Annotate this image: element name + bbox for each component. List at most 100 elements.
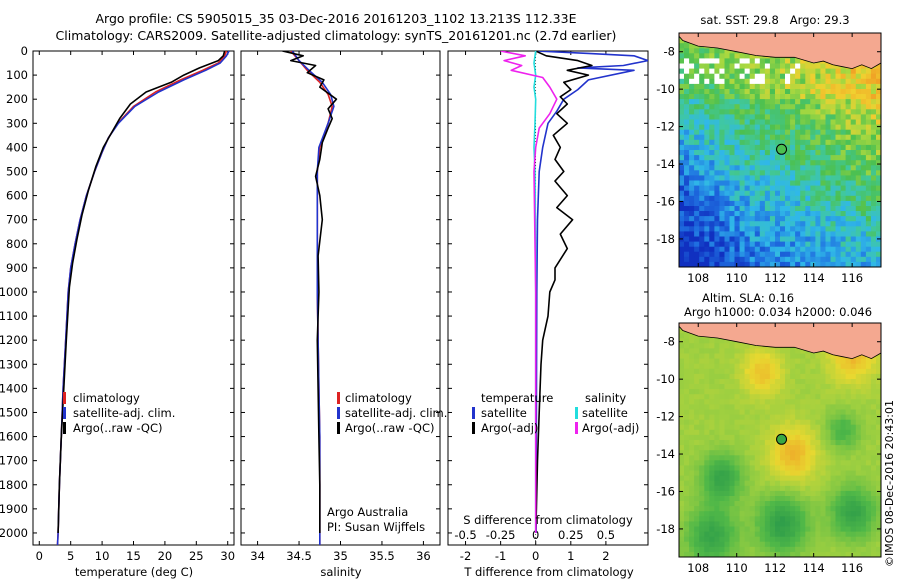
sla-cell [805, 551, 811, 557]
sst-cell [830, 78, 836, 85]
sst-cell [679, 48, 685, 54]
sla-cell [729, 470, 735, 476]
sla-cell [764, 490, 771, 497]
sst-cell [780, 114, 786, 120]
sla-cell [830, 445, 836, 451]
sla-cell [714, 424, 720, 431]
sst-cell [870, 129, 877, 136]
sla-cell [810, 440, 816, 446]
sst-cell [800, 256, 806, 263]
sla-cell [689, 475, 695, 482]
sla-cell [684, 516, 690, 522]
sst-cell [724, 241, 730, 248]
sla-cell [870, 536, 877, 543]
sla-cell [684, 373, 690, 380]
legend-label-satellite: satellite-adj. clim. [73, 406, 175, 420]
y-tick-label: 1200 [0, 333, 28, 347]
sla-cell [754, 551, 761, 557]
sla-cell [769, 455, 776, 461]
sst-cell [689, 211, 695, 217]
sst-cell [729, 89, 735, 95]
sla-cell [845, 546, 852, 553]
sst-cell [855, 150, 862, 156]
sst-cell [679, 83, 685, 90]
sst-cell [840, 104, 847, 110]
sst-cell [815, 211, 821, 217]
sst-cell [764, 109, 771, 115]
sst-cell [800, 251, 806, 258]
sst-cell [724, 150, 730, 156]
sst-cell [749, 73, 756, 80]
sla-cell [830, 399, 836, 405]
sst-cell [724, 180, 730, 186]
sst-cell [795, 200, 801, 207]
sst-cell [719, 175, 725, 181]
sla-cell [699, 399, 705, 405]
sst-cell [714, 63, 720, 69]
sst-cell [729, 124, 735, 131]
sst-cell [845, 73, 852, 80]
sla-cell [739, 516, 746, 522]
sst-cell [689, 231, 695, 237]
sst-cell [684, 114, 690, 120]
sst-cell [714, 180, 720, 186]
sla-cell [850, 379, 857, 385]
sst-cell [719, 165, 725, 171]
sla-cell [825, 363, 831, 370]
sla-cell [860, 424, 867, 431]
sst-cell [754, 114, 761, 120]
sst-cell [754, 160, 761, 166]
salinity-xlabel: salinity [320, 565, 361, 579]
sla-cell [855, 404, 862, 410]
sla-cell [790, 460, 796, 466]
map-x-tick-label: 112 [764, 271, 786, 285]
sla-map [678, 322, 882, 558]
sst-cell [679, 195, 685, 202]
sla-cell [815, 551, 821, 557]
sla-cell [830, 511, 836, 517]
y-tick-label: 1700 [0, 454, 28, 468]
header-line-2: Climatology: CARS2009. Satellite-adjuste… [56, 28, 617, 43]
map-x-tick-label: 112 [764, 561, 786, 575]
sst-cell [754, 150, 761, 156]
sst-cell [689, 246, 695, 253]
sst-cell [825, 170, 831, 176]
sla-cell [709, 353, 715, 359]
sst-cell [840, 200, 847, 207]
sla-cell [719, 434, 725, 441]
sla-cell [850, 541, 857, 548]
sst-cell [785, 165, 791, 171]
sst-cell [759, 144, 766, 151]
sst-cell [769, 124, 776, 131]
sst-cell [810, 124, 816, 131]
sla-cell [800, 501, 806, 507]
sst-cell [860, 175, 867, 181]
sla-cell [800, 348, 806, 354]
sla-cell [800, 434, 806, 441]
sst-cell [739, 256, 746, 263]
sla-cell [835, 465, 841, 471]
sla-cell [729, 379, 735, 385]
sst-cell [785, 190, 791, 197]
sst-cell [876, 231, 881, 237]
sla-cell [769, 480, 776, 487]
sla-cell [719, 506, 725, 512]
sst-cell [780, 165, 786, 171]
sla-cell [830, 531, 836, 538]
sla-cell [840, 455, 847, 461]
sla-cell [734, 384, 740, 390]
sst-cell [850, 160, 857, 166]
sst-cell [769, 73, 776, 80]
sst-cell [805, 124, 811, 131]
sla-cell [795, 485, 801, 492]
sst-cell [876, 124, 881, 131]
sst-cell [790, 175, 796, 181]
sst-cell [775, 109, 781, 115]
sla-cell [795, 506, 801, 512]
sla-cell [684, 526, 690, 532]
sla-cell [840, 384, 847, 390]
sla-cell [704, 511, 710, 517]
sst-cell [870, 94, 877, 100]
sla-cell [835, 541, 841, 548]
sla-cell [719, 358, 725, 365]
